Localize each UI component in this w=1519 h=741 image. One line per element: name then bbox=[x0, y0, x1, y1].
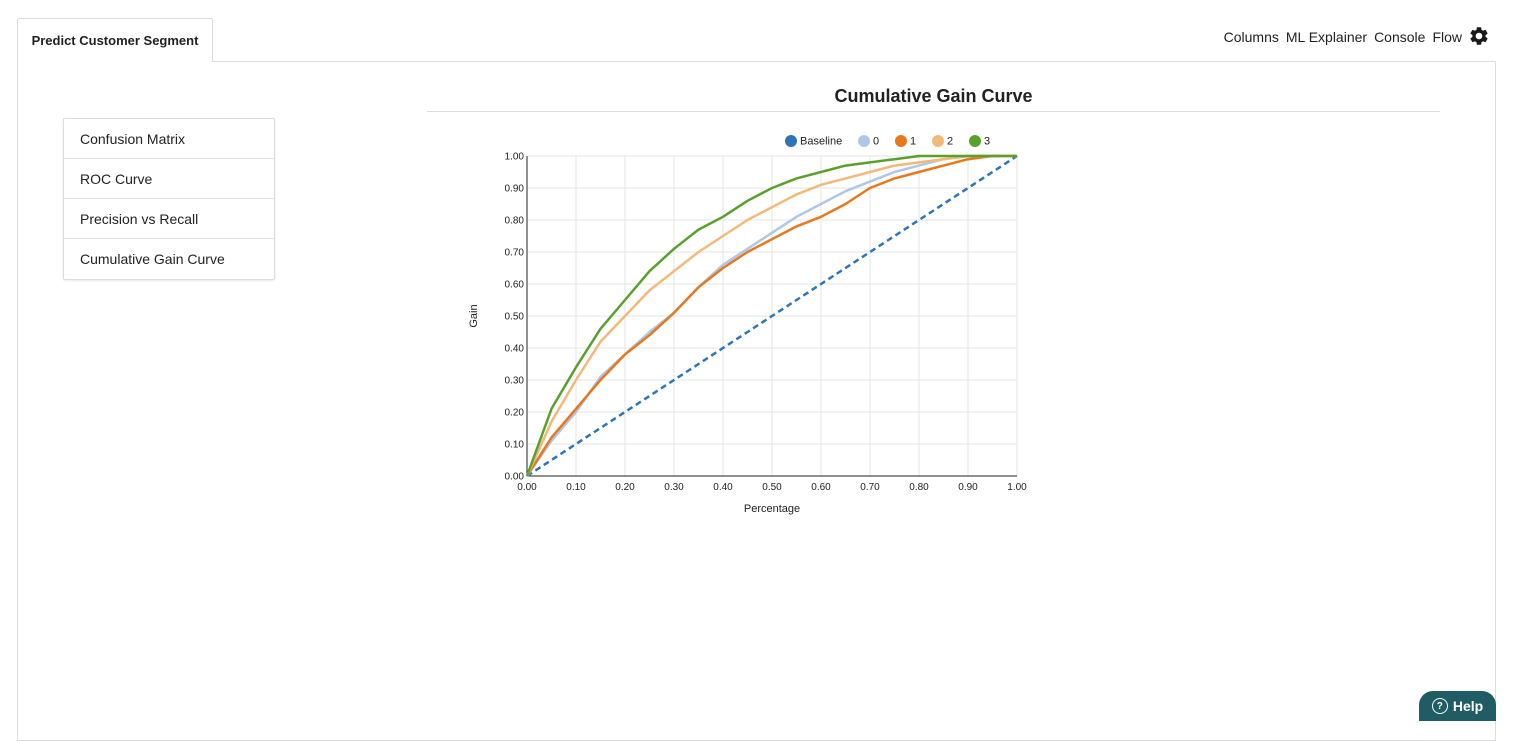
menu-item-confusion-matrix[interactable]: Confusion Matrix bbox=[64, 119, 274, 159]
series-line-2 bbox=[525, 154, 1017, 477]
legend-marker-3 bbox=[969, 135, 981, 147]
y-tick-label: 0.40 bbox=[505, 344, 525, 355]
help-button[interactable]: ? Help bbox=[1419, 691, 1496, 721]
tab-label: Predict Customer Segment bbox=[31, 33, 199, 48]
x-tick-label: 0.20 bbox=[615, 482, 635, 493]
x-tick-label: 0.10 bbox=[566, 482, 586, 493]
x-tick-label: 0.70 bbox=[860, 482, 880, 493]
legend-marker-baseline bbox=[785, 135, 797, 147]
top-nav: Columns ML Explainer Console Flow bbox=[1224, 29, 1462, 45]
y-tick-label: 1.00 bbox=[505, 152, 525, 163]
nav-ml-explainer[interactable]: ML Explainer bbox=[1285, 29, 1368, 45]
legend-label-0: 0 bbox=[873, 136, 879, 148]
y-tick-label: 0.10 bbox=[505, 440, 525, 451]
legend-marker-2 bbox=[932, 135, 944, 147]
x-tick-label: 0.80 bbox=[909, 482, 929, 493]
y-tick-label: 0.20 bbox=[505, 408, 525, 419]
chart-title: Cumulative Gain Curve bbox=[834, 86, 1033, 106]
y-axis-label: Gain bbox=[468, 304, 480, 327]
legend-label-1: 1 bbox=[910, 136, 916, 148]
title-divider bbox=[427, 111, 1440, 112]
y-tick-label: 0.30 bbox=[505, 376, 525, 387]
legend-marker-0 bbox=[858, 135, 870, 147]
y-tick-label: 0.80 bbox=[505, 216, 525, 227]
x-tick-label: 0.30 bbox=[664, 482, 684, 493]
x-tick-label: 0.40 bbox=[713, 482, 733, 493]
gear-icon[interactable] bbox=[1468, 25, 1490, 47]
nav-console[interactable]: Console bbox=[1374, 29, 1426, 45]
nav-columns[interactable]: Columns bbox=[1223, 29, 1279, 45]
side-menu: Confusion Matrix ROC Curve Precision vs … bbox=[63, 118, 275, 280]
x-tick-label: 1.00 bbox=[1007, 482, 1027, 493]
legend-label-3: 3 bbox=[984, 136, 990, 148]
x-tick-label: 0.90 bbox=[958, 482, 978, 493]
nav-flow[interactable]: Flow bbox=[1432, 29, 1462, 45]
menu-item-roc-curve[interactable]: ROC Curve bbox=[64, 159, 274, 199]
x-tick-label: 0.50 bbox=[762, 482, 782, 493]
help-label: Help bbox=[1452, 698, 1484, 714]
x-tick-label: 0.00 bbox=[517, 482, 537, 493]
x-tick-label: 0.60 bbox=[811, 482, 831, 493]
cumulative-gain-chart: 0.00 0.10 0.20 0.30 0.40 0.50 0.60 0.70 0.80 0.90… bbox=[468, 135, 1027, 515]
y-tick-label: 0.70 bbox=[505, 248, 525, 259]
legend-label-baseline: Baseline bbox=[800, 136, 842, 148]
menu-item-cumulative-gain-curve[interactable]: Cumulative Gain Curve bbox=[80, 251, 225, 267]
question-circle-icon: ? bbox=[1431, 698, 1448, 714]
tab-predict-customer-segment[interactable]: Predict Customer Segment bbox=[17, 18, 213, 62]
y-tick-label: 0.60 bbox=[505, 280, 525, 291]
series-line-baseline bbox=[526, 154, 1018, 478]
legend-marker-1 bbox=[895, 135, 907, 147]
x-axis-label: Percentage bbox=[744, 503, 800, 515]
legend-label-2: 2 bbox=[947, 136, 953, 148]
y-tick-label: 0.50 bbox=[505, 312, 525, 323]
y-tick-label: 0.90 bbox=[505, 184, 525, 195]
menu-item-precision-vs-recall[interactable]: Precision vs Recall bbox=[64, 199, 274, 239]
series-line-3 bbox=[525, 154, 1017, 477]
y-tick-label: 0.00 bbox=[505, 472, 525, 483]
series-line-1 bbox=[525, 154, 1017, 477]
